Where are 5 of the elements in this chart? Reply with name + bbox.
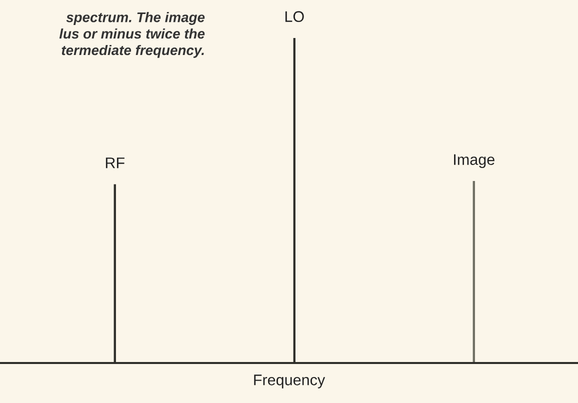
x-tick-label: LO [285, 11, 304, 22]
x-axis-title: Frequency [254, 374, 326, 388]
x-tick-label: Image [454, 154, 494, 168]
annotation: spectrum. The image lus or minus twice the termediate frequency. [59, 12, 205, 58]
x-tick-label: RF [106, 158, 124, 168]
